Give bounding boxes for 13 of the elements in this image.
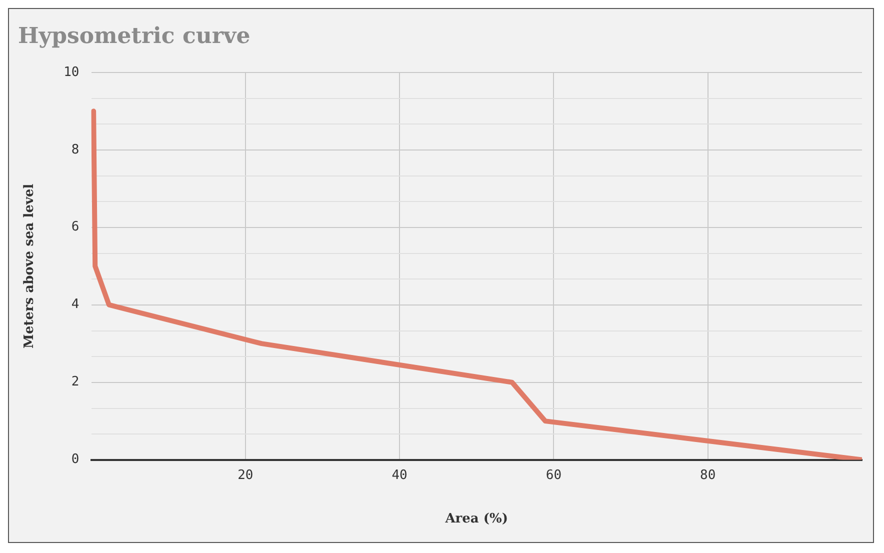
y-tick-label: 6 xyxy=(71,220,80,235)
x-axis-title: Area (%) xyxy=(444,512,508,527)
x-tick-label: 20 xyxy=(238,468,254,483)
y-axis-title: Meters above sea level xyxy=(22,184,38,348)
chart-title: Hypsometric curve xyxy=(18,22,250,49)
x-tick-label: 60 xyxy=(546,468,562,483)
y-tick-label: 4 xyxy=(71,297,80,312)
y-tick-label: 0 xyxy=(71,452,80,468)
y-tick-label: 2 xyxy=(71,374,80,390)
y-tick-label: 8 xyxy=(71,142,80,158)
y-tick-label: 10 xyxy=(64,64,80,80)
x-tick-label: 40 xyxy=(392,468,408,483)
x-tick-label: 80 xyxy=(700,468,716,483)
